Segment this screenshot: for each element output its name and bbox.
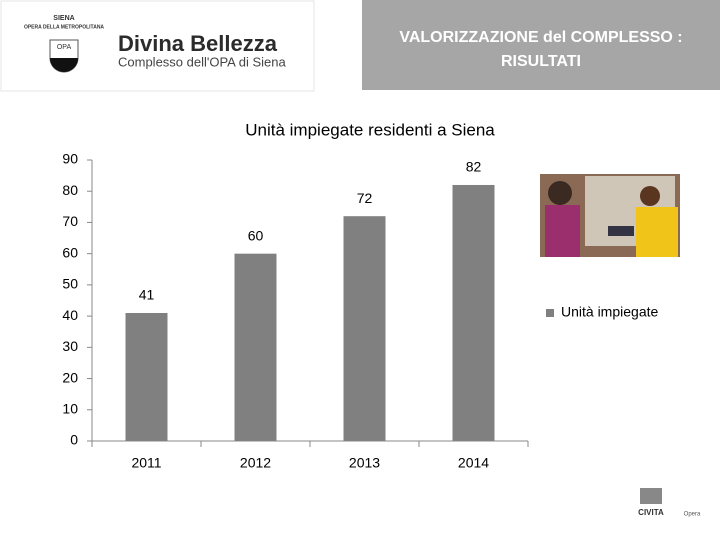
footer-logo: CIVITA Opera (638, 488, 701, 518)
slide-title: VALORIZZAZIONE del COMPLESSO : (399, 29, 682, 46)
y-tick-label: 30 (62, 338, 78, 354)
legend-label: Unità impiegate (561, 304, 658, 320)
brand-sub: Complesso dell'OPA di Siena (118, 54, 286, 69)
value-label: 82 (466, 159, 482, 175)
bar (125, 312, 168, 441)
footer-tag: Opera (684, 512, 701, 518)
y-tick-label: 90 (62, 151, 78, 167)
y-tick-label: 20 (62, 369, 78, 385)
bar (452, 184, 495, 441)
brand: Divina Bellezza (118, 31, 278, 56)
logo-shield-base (50, 58, 78, 72)
y-tick-label: 50 (62, 276, 78, 292)
footer-logo-text: CIVITA (638, 508, 664, 517)
x-tick-label: 2012 (240, 455, 271, 471)
x-tick-label: 2014 (458, 455, 489, 471)
slide-title: RISULTATI (501, 53, 581, 70)
legend-swatch (546, 309, 554, 317)
y-tick-label: 80 (62, 182, 78, 198)
logo-badge: OPA (57, 44, 72, 51)
y-tick-label: 60 (62, 244, 78, 260)
x-tick-label: 2013 (349, 455, 380, 471)
value-label: 41 (139, 287, 155, 303)
y-tick-label: 10 (62, 400, 78, 416)
y-tick-label: 70 (62, 213, 78, 229)
y-tick-label: 40 (62, 307, 78, 323)
value-label: 72 (357, 190, 373, 206)
bar (234, 253, 277, 441)
x-tick-label: 2011 (131, 455, 161, 471)
title-box (362, 0, 720, 90)
logo-city: SIENA (53, 15, 74, 22)
y-tick-label: 0 (70, 432, 78, 448)
photo (540, 174, 680, 257)
chart-title: Unità impiegate residenti a Siena (245, 120, 495, 139)
bar (343, 216, 386, 441)
logo-org: OPERA DELLA METROPOLITANA (24, 24, 104, 30)
value-label: 60 (248, 227, 264, 243)
